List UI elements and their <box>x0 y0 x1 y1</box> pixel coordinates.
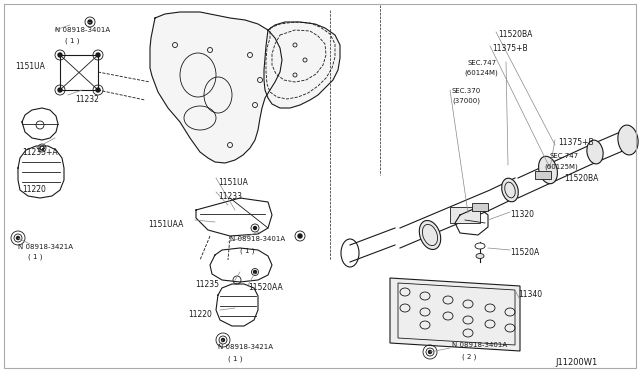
Circle shape <box>88 20 92 24</box>
Text: (37000): (37000) <box>452 98 480 105</box>
Polygon shape <box>450 207 480 223</box>
Text: N 08918-3401A: N 08918-3401A <box>230 236 285 242</box>
Text: 11520AA: 11520AA <box>248 283 283 292</box>
Ellipse shape <box>502 178 518 202</box>
Text: SEC.747: SEC.747 <box>468 60 497 66</box>
Text: (60124M): (60124M) <box>464 70 498 77</box>
Text: SEC.370: SEC.370 <box>452 88 481 94</box>
Circle shape <box>96 53 100 57</box>
Text: 11235+A: 11235+A <box>22 148 58 157</box>
Ellipse shape <box>475 243 485 249</box>
Ellipse shape <box>539 156 557 184</box>
Text: 1151UA: 1151UA <box>218 178 248 187</box>
Text: N 08918-3421A: N 08918-3421A <box>218 344 273 350</box>
Text: 11375+B: 11375+B <box>558 138 594 147</box>
Ellipse shape <box>587 140 603 164</box>
Ellipse shape <box>476 253 484 259</box>
Text: 11232: 11232 <box>75 95 99 104</box>
Text: SEC.747: SEC.747 <box>549 153 578 159</box>
Text: 11320: 11320 <box>510 210 534 219</box>
Text: N 08918-3401A: N 08918-3401A <box>452 342 507 348</box>
Text: 11220: 11220 <box>22 185 46 194</box>
Circle shape <box>58 88 62 92</box>
Circle shape <box>40 146 44 150</box>
Text: J11200W1: J11200W1 <box>555 358 597 367</box>
Circle shape <box>253 227 257 230</box>
Text: ( 1 ): ( 1 ) <box>28 254 42 260</box>
Text: ( 1 ): ( 1 ) <box>65 37 79 44</box>
Text: ( 1 ): ( 1 ) <box>240 248 255 254</box>
Text: 11220: 11220 <box>188 310 212 319</box>
Text: 11340: 11340 <box>518 290 542 299</box>
Text: 11233: 11233 <box>218 192 242 201</box>
Text: 11520BA: 11520BA <box>564 174 598 183</box>
Text: 11235: 11235 <box>195 280 219 289</box>
Text: (60125M): (60125M) <box>544 163 578 170</box>
Polygon shape <box>390 278 520 351</box>
Text: ( 1 ): ( 1 ) <box>228 355 243 362</box>
Circle shape <box>298 234 302 238</box>
Text: 11520A: 11520A <box>510 248 540 257</box>
Circle shape <box>96 88 100 92</box>
Ellipse shape <box>618 125 638 155</box>
Polygon shape <box>264 22 340 108</box>
Polygon shape <box>535 171 551 179</box>
Text: 11520BA: 11520BA <box>498 30 532 39</box>
Text: 11375+B: 11375+B <box>492 44 527 53</box>
Circle shape <box>429 350 431 353</box>
Circle shape <box>58 53 62 57</box>
Text: 1151UA: 1151UA <box>15 62 45 71</box>
Text: N 08918-3421A: N 08918-3421A <box>18 244 73 250</box>
Text: ( 2 ): ( 2 ) <box>462 353 476 359</box>
Polygon shape <box>472 203 488 211</box>
Polygon shape <box>150 12 282 163</box>
Circle shape <box>17 237 19 240</box>
Text: N 08918-3401A: N 08918-3401A <box>55 27 110 33</box>
Text: 1151UAA: 1151UAA <box>148 220 184 229</box>
Ellipse shape <box>419 221 441 250</box>
Circle shape <box>253 270 257 273</box>
Circle shape <box>221 339 225 341</box>
